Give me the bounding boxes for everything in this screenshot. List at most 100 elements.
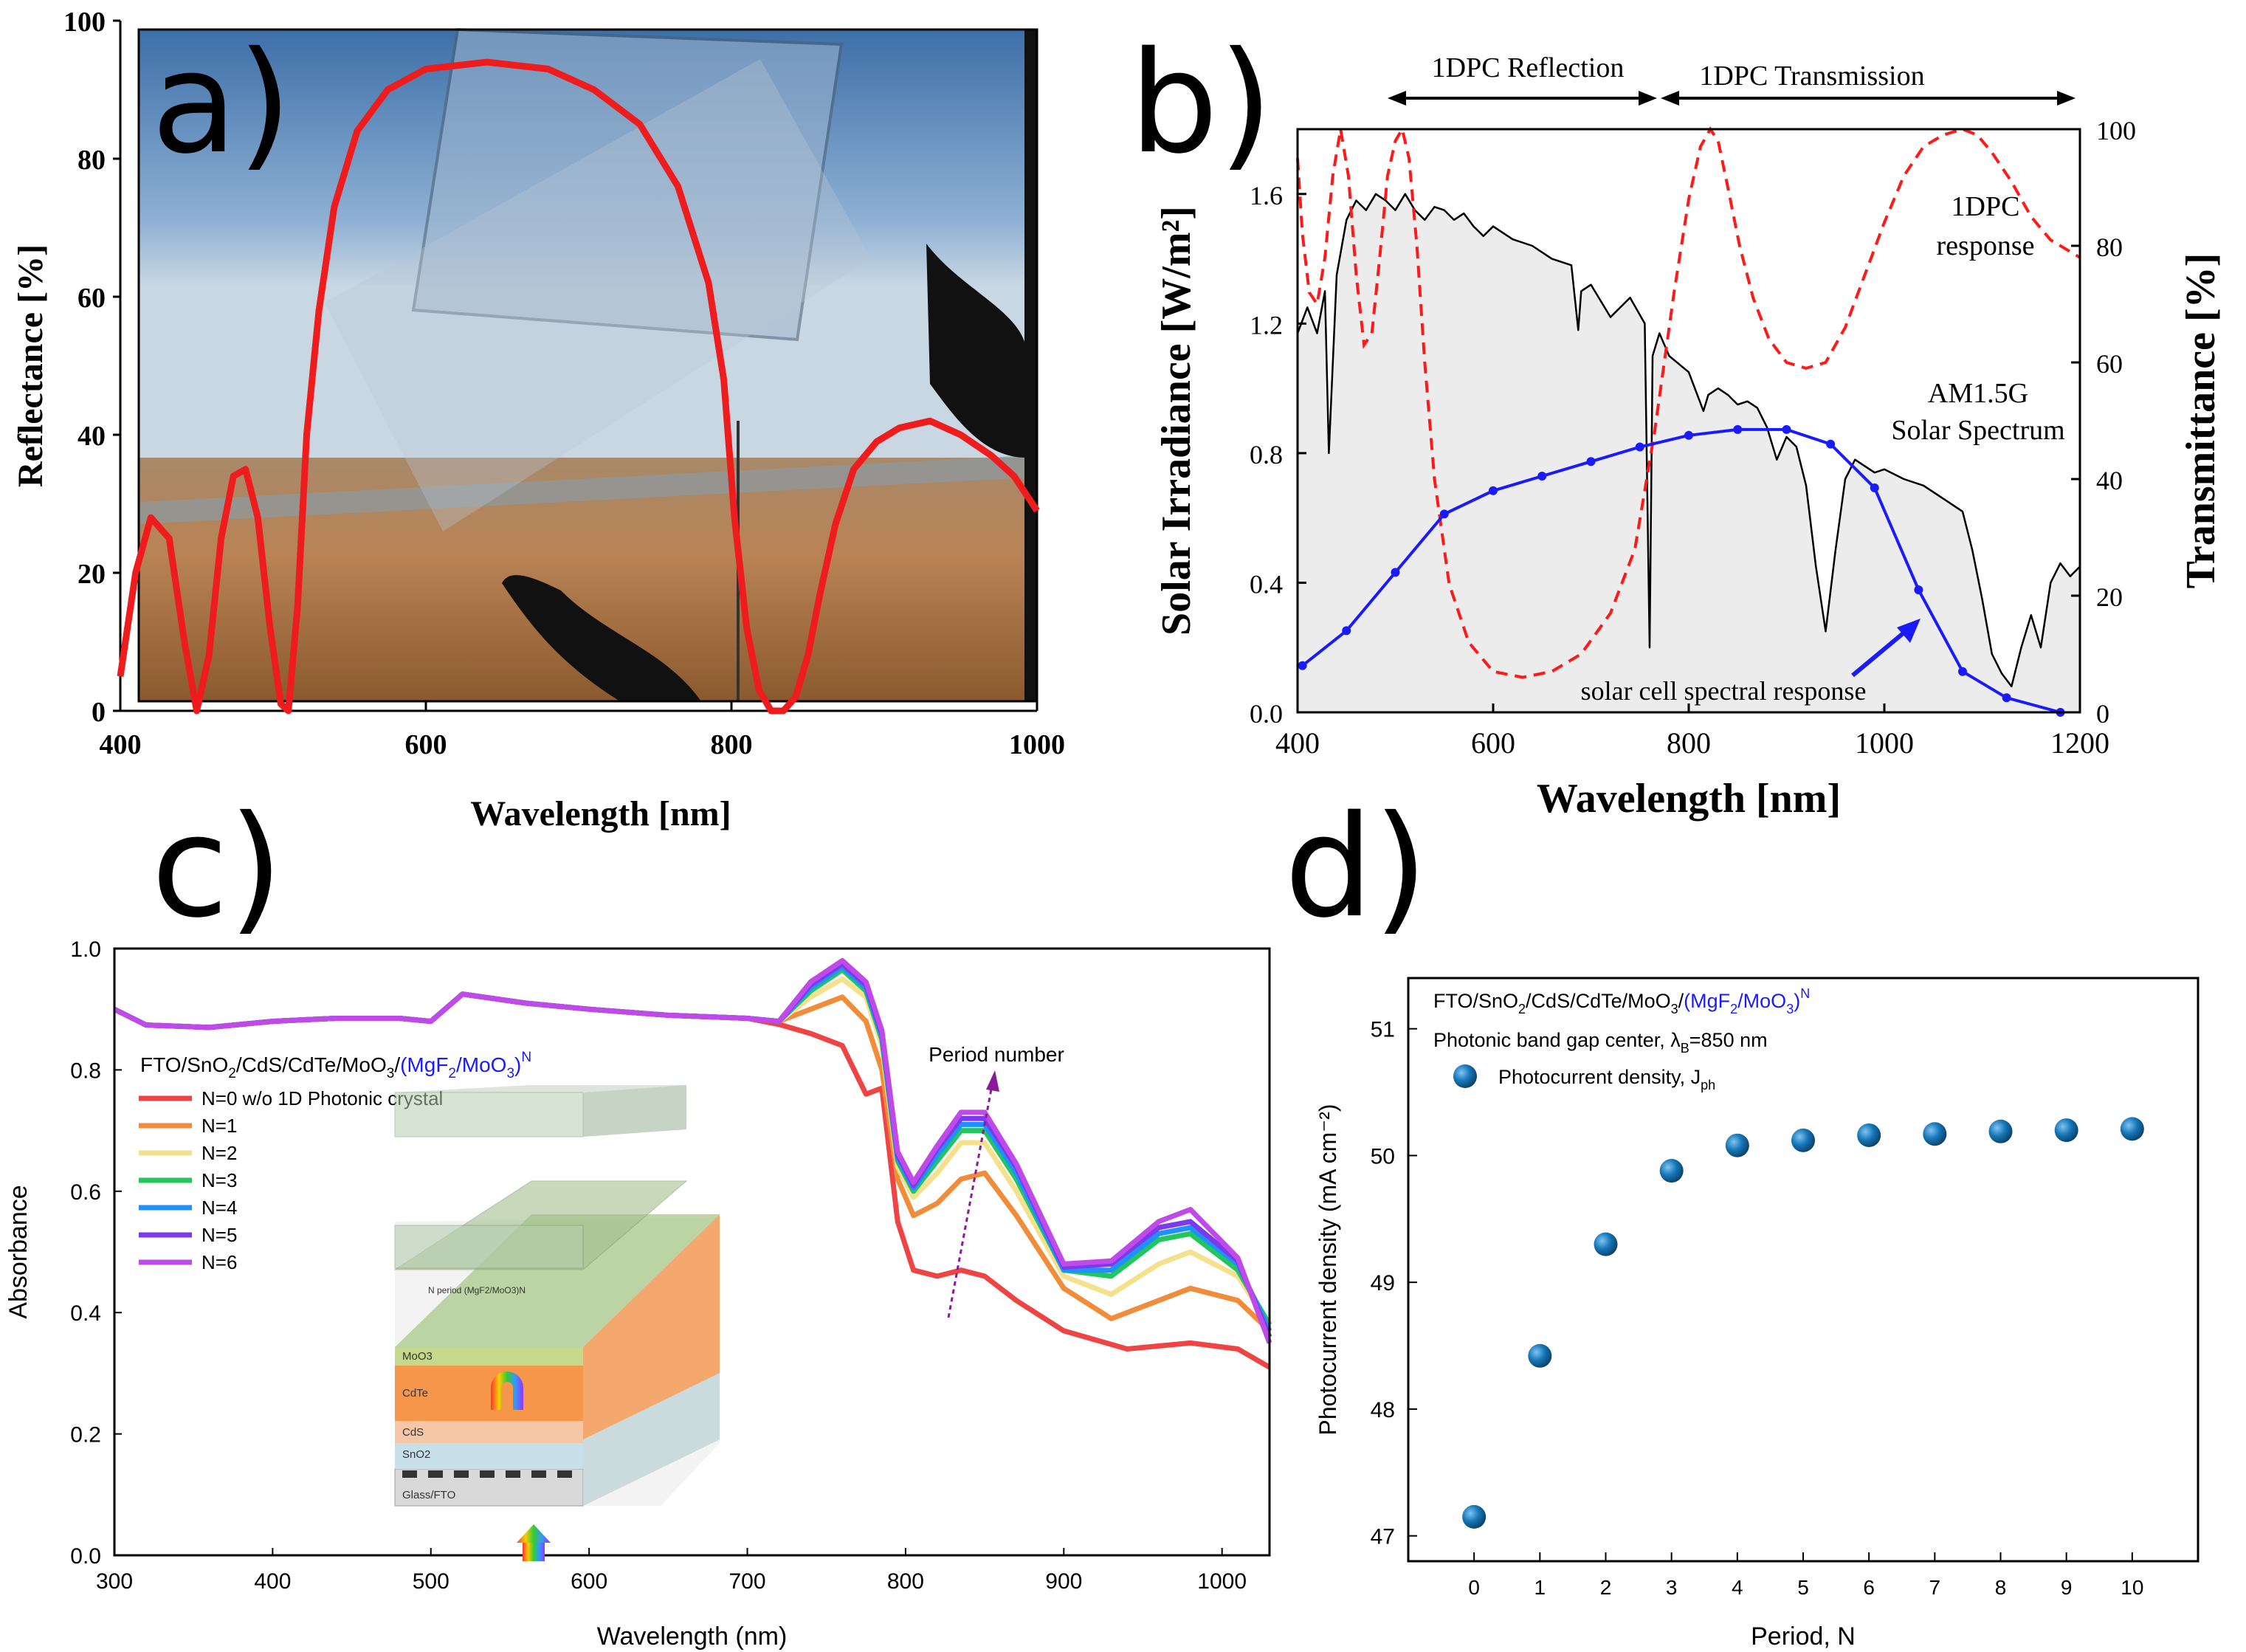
panel-b-ytick-right-label: 20 [2096,582,2123,612]
panel-b-cell-response-point [1870,483,1879,492]
panel-a-xtick-label: 1000 [1009,729,1065,760]
panel-d-point [1462,1504,1487,1529]
panel-c-ytick-label: 0.2 [70,1423,101,1448]
panel-c-xtick-label: 900 [1045,1569,1082,1594]
panel-d-point [1594,1232,1618,1256]
panel-d-xtick-label: 8 [1995,1576,2007,1599]
period-arrow [947,1070,999,1318]
panel-b-1dpc-line [1296,125,2081,679]
panel-c-frame [113,947,1271,1557]
panel-a-ylabel: Reflectance [%] [11,244,50,487]
panel-d-ytick-label: 48 [1371,1398,1395,1422]
panel-d-point [2120,1117,2144,1141]
chart-d: 47 48 49 50 51 0 1 2 3 4 5 6 7 8 9 10 Period, N Photocurr… [1315,1018,2144,1651]
panel-d: 47 48 49 50 51 0 1 2 3 4 5 6 7 8 9 10 Period, N Photocurr… [1284,785,2200,1651]
panel-c-ytick-label: 1.0 [70,937,101,962]
panel-d-legend-marker [1453,1064,1477,1088]
panel-c-legend-label: N=6 [201,1251,237,1273]
panel-a-ytick-label: 20 [77,559,106,590]
inset-label-nperiod: N period (MgF2/MoO3)N [428,1285,526,1295]
panel-a-ytick-label: 100 [63,7,106,38]
panel-a-xtick-label: 800 [711,729,753,760]
panel-b: 0.0 0.4 0.8 1.2 1.6 0 20 40 60 80 100 400 600 800 1000… [1129,21,2224,822]
panel-a-xtick-label: 400 [100,729,142,760]
panel-a-label: a) [151,21,292,185]
panel-c-xlabel: Wavelength (nm) [597,1622,788,1651]
panel-d-point [1857,1123,1881,1147]
panel-b-cell-response-point [1684,430,1693,440]
panel-c-xtick-label: 700 [729,1569,766,1594]
panel-a: 0 20 40 60 80 100 400 600 800 1000 Wavelength [nm]… [11,7,1065,833]
response-label-line2: response [1937,230,2035,261]
panel-d-structure: FTO/SnO2/CdS/CdTe/MoO3/(MgF2/MoO3)N [1433,986,1810,1016]
panel-b-ytick-label: 0.4 [1250,569,1283,599]
inset-label-sno2: SnO2 [402,1448,430,1461]
panel-d-point [1923,1122,1947,1146]
panel-c-ytick-label: 0.6 [70,1180,101,1205]
panel-d-ylabel: Photocurrent density (mA cm⁻²) [1315,1104,1341,1435]
panel-d-label: d) [1284,785,1428,949]
panel-b-cell-response-point [1826,439,1836,449]
panel-b-ytick-label: 1.6 [1250,181,1283,210]
chart-a: 0 20 40 60 80 100 400 600 800 1000 Wavelength [nm]… [11,7,1065,833]
panel-d-ytick-label: 50 [1371,1144,1395,1169]
panel-b-xlabel: Wavelength [nm] [1537,776,1841,822]
am-label-line2: Solar Spectrum [1891,415,2064,446]
inset-label-moo3: MoO3 [402,1350,433,1363]
panel-c-ytick-label: 0.0 [70,1544,101,1569]
inset-label-cdte: CdTe [402,1387,428,1400]
panel-b-ytick-right-label: 60 [2096,349,2123,379]
panel-d-point [1528,1343,1552,1368]
panel-a-ytick-label: 0 [92,697,106,728]
panel-b-ytick-right-label: 40 [2096,466,2123,495]
panel-c: 0.0 0.2 0.4 0.6 0.8 1.0 300 400 500 600 700 800 900 1… [4,785,1272,1651]
panel-c-xtick-label: 500 [413,1569,449,1594]
inset-label-glass: Glass/FTO [402,1489,455,1501]
panel-d-xtick-label: 5 [1797,1576,1809,1599]
panel-d-point [1725,1133,1749,1157]
panel-c-label: c) [151,785,283,949]
panel-b-label: b) [1129,21,1273,185]
panel-b-xtick-label: 400 [1275,726,1320,760]
panel-b-cell-response-point [1733,424,1743,434]
panel-b-frame [1296,128,2081,714]
period-number-label: Period number [929,1043,1064,1066]
panel-d-xtick-label: 1 [1534,1576,1546,1599]
panel-d-ytick-label: 49 [1371,1271,1395,1295]
panel-b-cell-response-point [1391,568,1400,577]
panel-c-xtick-label: 1000 [1197,1569,1247,1594]
reflection-label: 1DPC Reflection [1432,52,1625,83]
panel-d-xtick-label: 2 [1600,1576,1612,1599]
panel-b-cell-response-point [1958,667,1967,676]
panel-b-ytick-right-label: 80 [2096,233,2123,262]
panel-d-ytick-label: 51 [1371,1018,1395,1042]
cell-response-label: solar cell spectral response [1581,676,1867,706]
panel-b-cell-response-point [1489,486,1498,495]
panel-b-cell-response-point [1782,424,1791,434]
panel-b-cell-response-point [1298,661,1307,670]
panel-b-ylabel: Solar Irradiance [W/m²] [1154,206,1199,636]
panel-d-xtick-label: 6 [1863,1576,1875,1599]
panel-a-reflectance-line [117,58,1040,715]
panel-b-cell-response-point [1537,472,1547,481]
panel-b-spectrum-line [1296,193,2081,688]
panel-b-ytick-label: 1.2 [1250,310,1283,340]
chart-b: 0.0 0.4 0.8 1.2 1.6 0 20 40 60 80 100 400 600 800 1000… [1154,116,2224,822]
panel-c-legend-label: N=2 [201,1142,237,1164]
cell-response-arrow [1851,619,1921,678]
chart-c: 0.0 0.2 0.4 0.6 0.8 1.0 300 400 500 600 700 800 900 1… [4,937,1272,1651]
panel-b-cell-response-point [1342,626,1351,636]
response-label-line1: 1DPC [1952,191,2020,222]
inset-label-cds: CdS [402,1426,424,1439]
panel-b-ytick-right-label: 0 [2096,699,2109,729]
panel-b-xtick-label: 800 [1667,726,1711,760]
panel-d-xtick-label: 4 [1732,1576,1743,1599]
panel-b-ylabel-right: Transmittance [%] [2178,253,2224,589]
panel-c-xtick-label: 400 [254,1569,291,1594]
panel-d-xtick-label: 10 [2121,1576,2143,1599]
panel-c-xtick-label: 800 [887,1569,924,1594]
panel-a-xlabel: Wavelength [nm] [470,794,731,833]
panel-b-cell-response-point [1635,442,1644,452]
panel-d-xtick-label: 9 [2061,1576,2073,1599]
